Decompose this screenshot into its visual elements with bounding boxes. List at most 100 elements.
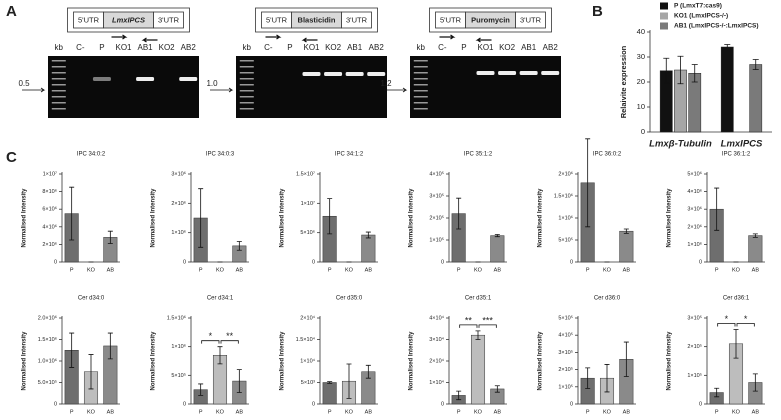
y-tick-label: 2.0×10⁶ bbox=[38, 314, 57, 321]
bar bbox=[748, 235, 763, 263]
error-bar bbox=[198, 188, 204, 248]
y-tick-label: 1.5×10⁷ bbox=[296, 170, 315, 177]
chart-title: Cer d35:0 bbox=[336, 296, 363, 302]
ladder-band bbox=[239, 66, 254, 68]
y-tick-label: 3×10⁵ bbox=[687, 314, 702, 321]
construct-label: Blasticidin bbox=[298, 15, 336, 24]
lane-label: KO2 bbox=[499, 43, 516, 52]
y-tick-label: 3×10⁵ bbox=[429, 192, 444, 199]
x-tick-label: KO bbox=[87, 409, 96, 415]
significance-bracket bbox=[459, 324, 478, 328]
construct-label: 3'UTR bbox=[158, 15, 180, 24]
y-axis-label: Normalised Intensity bbox=[409, 331, 415, 391]
significance-label: * bbox=[744, 314, 748, 324]
ladder-band bbox=[413, 66, 428, 68]
error-bar bbox=[604, 364, 610, 393]
marker-arrow bbox=[22, 87, 46, 93]
ladder-band bbox=[239, 108, 254, 110]
error-bar bbox=[69, 332, 75, 368]
ladder-band bbox=[51, 66, 66, 68]
ladder-band bbox=[239, 78, 254, 80]
gel bbox=[410, 56, 561, 118]
y-tick-label: 0 bbox=[183, 401, 186, 407]
y-tick-label: 40 bbox=[637, 27, 645, 36]
y-tick-label: 5.0×10⁵ bbox=[38, 379, 57, 386]
y-tick-label: 5×10⁵ bbox=[171, 372, 186, 379]
lane-label: KO1 bbox=[477, 43, 494, 52]
legend-label: KO1 (LmxIPCS-/-) bbox=[674, 13, 728, 20]
lane-label: KO1 bbox=[115, 43, 132, 52]
panel-label: B bbox=[592, 3, 603, 20]
y-tick-label: 1×10⁴ bbox=[429, 379, 444, 386]
bar bbox=[749, 64, 763, 133]
y-tick-label: 20 bbox=[637, 77, 645, 86]
x-tick-label: AB bbox=[365, 267, 373, 273]
chart-title: IPC 36:1:2 bbox=[722, 152, 751, 158]
significance-bracket bbox=[478, 324, 497, 328]
y-axis-label: Normalised Intensity bbox=[151, 331, 157, 391]
error-bar bbox=[88, 354, 94, 390]
y-tick-label: 2×10⁶ bbox=[558, 170, 573, 177]
y-tick-label: 0 bbox=[641, 127, 645, 136]
y-axis-label: Normalised Intensity bbox=[280, 331, 286, 391]
y-tick-label: 6×10⁶ bbox=[42, 206, 57, 213]
ladder-band bbox=[413, 102, 428, 104]
y-tick-label: 5×10³ bbox=[301, 380, 315, 386]
chart-title: Cer d34:1 bbox=[207, 296, 234, 302]
marker-arrow bbox=[384, 87, 408, 93]
lane-label: P bbox=[287, 43, 292, 52]
bar bbox=[490, 235, 505, 263]
x-tick-label: P bbox=[457, 267, 461, 273]
gel-band bbox=[92, 77, 111, 81]
y-tick-label: 2×10⁵ bbox=[687, 343, 702, 350]
ladder-band bbox=[51, 60, 66, 62]
y-tick-label: 4×10⁵ bbox=[429, 170, 444, 177]
gel-band bbox=[367, 72, 386, 76]
y-tick-label: 3×10⁴ bbox=[429, 336, 444, 343]
y-tick-label: 2×10⁶ bbox=[687, 223, 702, 230]
lane-label: P bbox=[99, 43, 104, 52]
marker-label: 0.5 bbox=[18, 79, 30, 88]
error-bar bbox=[585, 367, 591, 389]
chart-title: Cer d36:0 bbox=[594, 296, 621, 302]
error-bar bbox=[691, 64, 698, 83]
construct-label: 3'UTR bbox=[346, 15, 368, 24]
y-axis-label: Relaivite expression bbox=[619, 45, 628, 118]
error-bar bbox=[752, 373, 758, 392]
y-axis-label: Normalised Intensity bbox=[280, 188, 286, 248]
y-tick-label: 10 bbox=[637, 102, 645, 111]
x-tick-label: P bbox=[199, 409, 203, 415]
x-tick-label: P bbox=[586, 267, 590, 273]
chart-title: IPC 34:1:2 bbox=[335, 152, 364, 158]
legend-swatch bbox=[660, 2, 668, 10]
error-bar bbox=[69, 186, 75, 241]
x-tick-label: AB bbox=[494, 409, 502, 415]
chart-title: IPC 36:0:2 bbox=[593, 152, 622, 158]
construct-label: LmxIPCS bbox=[112, 15, 145, 24]
y-tick-label: 0 bbox=[570, 401, 573, 407]
primer-arrow bbox=[111, 34, 128, 40]
error-bar bbox=[677, 55, 684, 85]
ladder-band bbox=[239, 72, 254, 74]
x-tick-label: P bbox=[328, 267, 332, 273]
ladder-band bbox=[51, 90, 66, 92]
lane-label: C- bbox=[76, 43, 85, 52]
y-tick-label: 4×10⁶ bbox=[42, 223, 57, 230]
y-tick-label: 1×10⁵ bbox=[429, 236, 444, 243]
marker-label: 1.0 bbox=[206, 79, 218, 88]
y-tick-label: 0 bbox=[54, 259, 57, 265]
y-tick-label: 3×10⁶ bbox=[687, 206, 702, 213]
gel-band bbox=[498, 71, 517, 75]
y-tick-label: 1.5×10⁶ bbox=[167, 314, 186, 321]
ladder-band bbox=[239, 102, 254, 104]
gel-band bbox=[345, 72, 364, 76]
lane-label: AB1 bbox=[521, 43, 537, 52]
y-tick-label: 2×10⁵ bbox=[558, 366, 573, 373]
gel-band bbox=[302, 72, 321, 76]
x-tick-label: KO bbox=[603, 267, 612, 273]
y-tick-label: 5×10⁶ bbox=[300, 229, 315, 236]
error-bar bbox=[623, 341, 629, 377]
x-tick-label: P bbox=[457, 409, 461, 415]
gel-band bbox=[519, 71, 538, 75]
error-bar bbox=[107, 230, 113, 244]
